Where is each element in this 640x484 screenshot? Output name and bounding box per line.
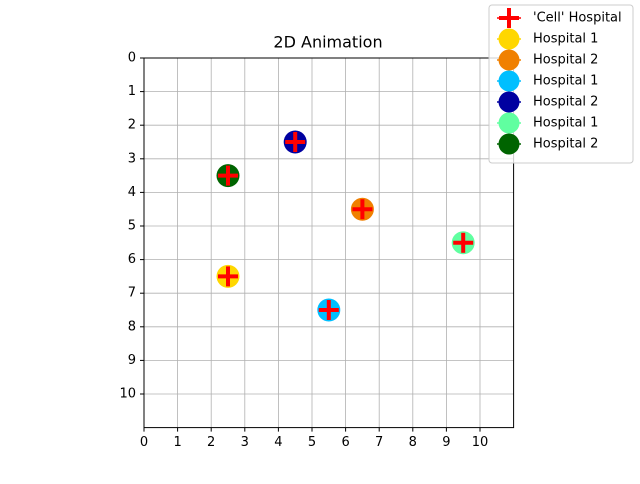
plus-marker [352, 199, 373, 220]
legend-marker [498, 28, 520, 50]
plot-frame [143, 57, 515, 429]
y-tick-label: 8 [128, 319, 136, 334]
y-tick-label: 1 [128, 84, 136, 99]
legend-marker [498, 91, 520, 113]
plus-marker [218, 165, 238, 186]
y-tick-label: 2 [128, 118, 136, 133]
y-tick-label: 5 [128, 219, 136, 234]
chart-title: 2D Animation [273, 33, 382, 52]
y-tick-label: 0 [128, 51, 136, 66]
y-tick-label: 4 [128, 185, 136, 200]
y-tick-label: 9 [128, 353, 136, 368]
x-tick-label: 9 [442, 435, 450, 450]
legend-label: 'Cell' Hospital [533, 11, 622, 26]
x-tick-label: 4 [274, 435, 282, 450]
legend-label: Hospital 2 [533, 95, 598, 110]
plus-marker [453, 232, 474, 253]
legend-label: Hospital 1 [533, 74, 598, 89]
plus-marker [318, 300, 339, 320]
legend-label: Hospital 1 [533, 116, 598, 131]
x-tick-label: 6 [341, 435, 349, 450]
y-tick-label: 10 [119, 387, 136, 402]
legend-label: Hospital 1 [533, 32, 598, 47]
legend-marker [498, 133, 520, 155]
legend-marker [498, 49, 520, 71]
x-tick-label: 1 [173, 435, 181, 450]
x-tick-label: 3 [241, 435, 249, 450]
y-tick-label: 6 [128, 252, 136, 267]
y-tick-label: 7 [128, 286, 136, 301]
legend-marker [498, 112, 520, 134]
x-tick-label: 2 [207, 435, 215, 450]
legend-marker [498, 70, 520, 92]
legend-box [488, 4, 634, 164]
plus-marker [218, 266, 238, 287]
y-tick-label: 3 [128, 151, 136, 166]
x-tick-label: 8 [409, 435, 417, 450]
legend-label: Hospital 2 [533, 53, 598, 68]
x-tick-label: 0 [140, 435, 148, 450]
x-tick-label: 7 [375, 435, 383, 450]
x-tick-label: 10 [472, 435, 489, 450]
plus-marker [285, 132, 306, 152]
legend-label: Hospital 2 [533, 137, 598, 152]
x-tick-label: 5 [308, 435, 316, 450]
